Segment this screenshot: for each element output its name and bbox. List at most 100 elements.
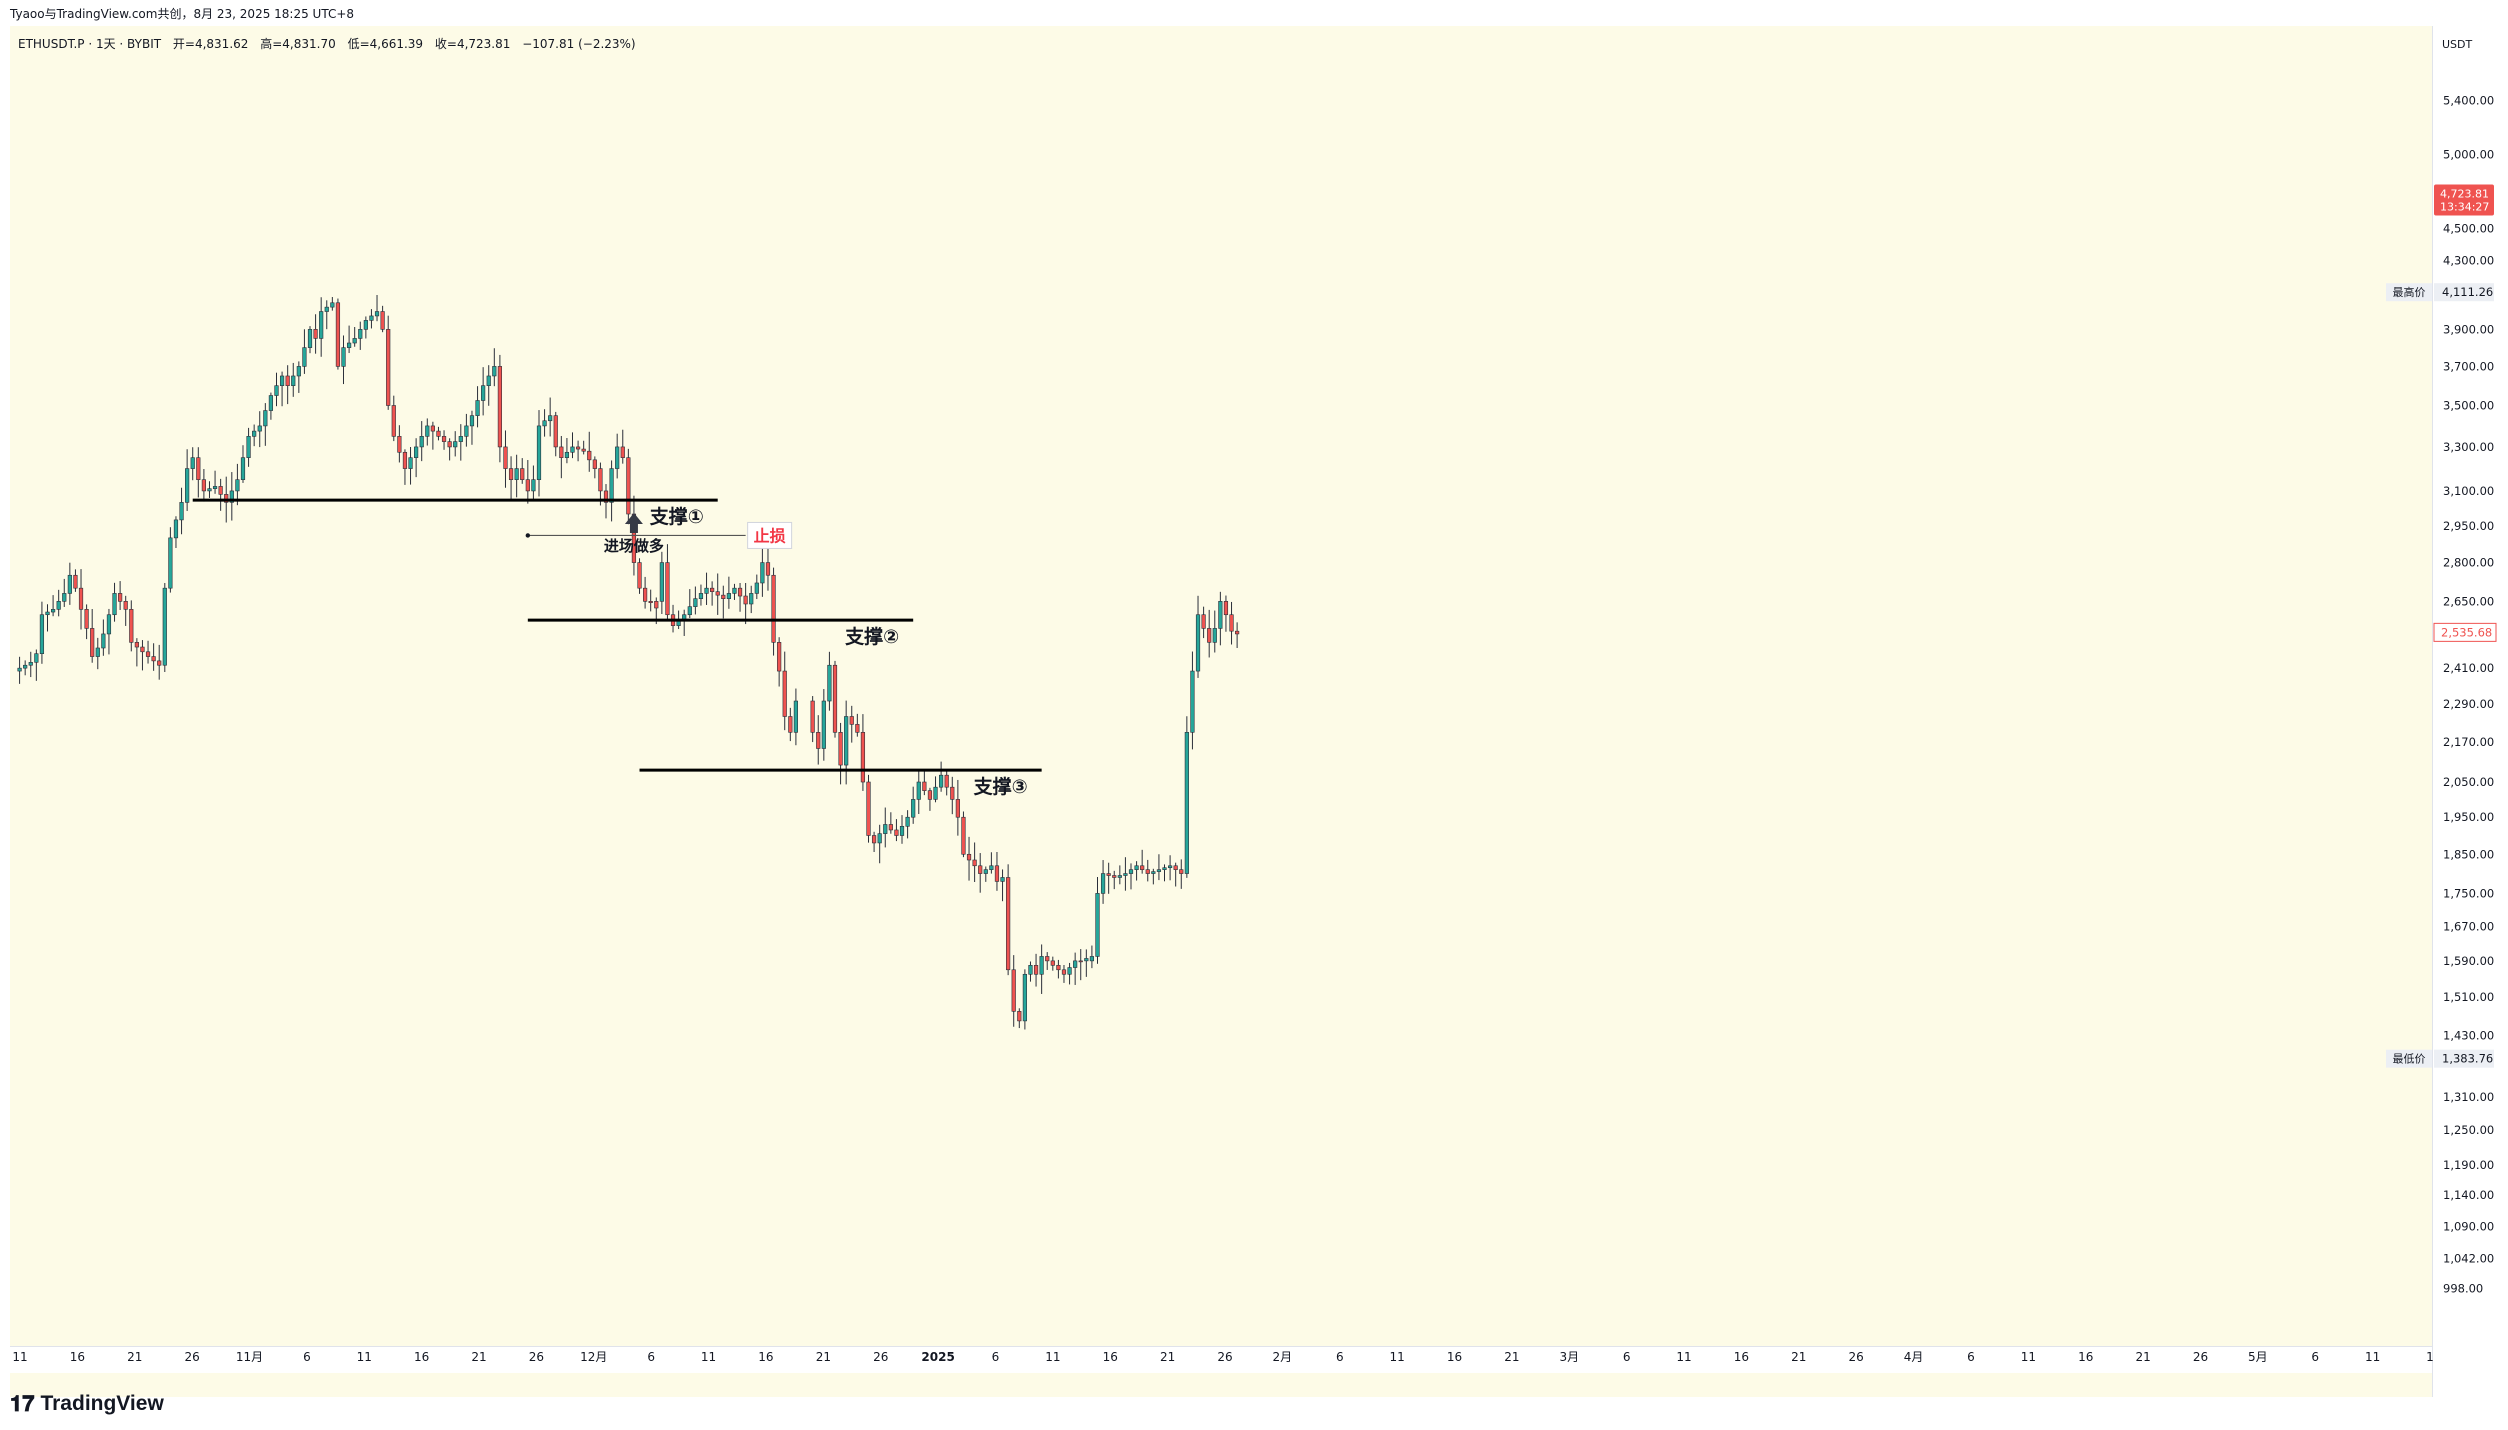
candle-body	[257, 425, 262, 432]
candle-down	[145, 640, 151, 664]
tradingview-footer[interactable]: 𝟏𝟕 TradingView	[10, 1386, 164, 1422]
candle-up	[905, 810, 910, 839]
candle-down	[285, 365, 290, 405]
candle-body	[196, 457, 201, 480]
y-tick-label: 2,650.00	[2443, 594, 2494, 608]
x-tick-label: 3月	[1559, 1350, 1579, 1364]
candle-body	[659, 562, 664, 602]
candle-body	[793, 700, 798, 733]
candle-down	[402, 449, 408, 485]
candle-up	[207, 481, 212, 498]
share-header: Tyaoo与TradingView.com共创，8月 23, 2025 18:2…	[10, 7, 355, 21]
x-tick-label: 11	[2021, 1350, 2036, 1364]
candle-down	[391, 395, 396, 442]
candle-body	[603, 490, 609, 503]
candle-body	[201, 479, 206, 492]
candle-down	[592, 456, 597, 479]
candle-up	[252, 424, 257, 447]
candle-down	[771, 567, 776, 656]
candle-up	[324, 300, 329, 330]
candle-body	[732, 587, 737, 594]
candle-down	[123, 595, 128, 626]
candle-up	[1167, 855, 1173, 881]
candle-body	[788, 716, 793, 733]
candle-down	[1006, 864, 1011, 976]
candle-up	[821, 689, 826, 761]
candle-body	[1095, 893, 1100, 957]
candle-body	[508, 468, 514, 480]
highest-price-tag: 最高价	[2393, 285, 2426, 299]
y-tick-label: 1,950.00	[2443, 810, 2494, 824]
candle-body	[23, 664, 28, 669]
candle-body	[240, 457, 246, 480]
candle-body	[62, 593, 67, 602]
x-tick-label: 11	[1676, 1350, 1691, 1364]
chart-plot-area[interactable]	[10, 26, 2432, 1397]
candle-body	[1207, 628, 1212, 643]
candle-up	[983, 866, 988, 882]
candle-down	[888, 812, 893, 834]
candle-body	[330, 302, 335, 308]
candle-body	[961, 816, 966, 855]
candle-down	[78, 569, 84, 630]
legend-symbol[interactable]: ETHUSDT.P · 1天 · BYBIT	[18, 37, 162, 51]
candle-up	[754, 574, 759, 600]
candle-body	[1195, 614, 1201, 672]
candle-body	[224, 494, 229, 503]
y-tick-label: 1,750.00	[2443, 886, 2494, 900]
x-tick-label: 16	[758, 1350, 773, 1364]
candle-down	[1140, 849, 1145, 874]
candle-down	[765, 546, 771, 591]
candle-body	[313, 329, 318, 339]
x-tick-label: 21	[1791, 1350, 1806, 1364]
candle-body	[90, 628, 95, 657]
candle-body	[1145, 869, 1150, 874]
x-tick-label: 11月	[236, 1350, 263, 1364]
candle-up	[319, 297, 324, 357]
candle-up	[162, 582, 167, 673]
lowest-price-value: 1,383.76	[2442, 1052, 2493, 1066]
x-tick-label: 6	[1623, 1350, 1631, 1364]
candle-down	[922, 770, 927, 796]
candle-body	[56, 601, 61, 610]
candle-body	[726, 593, 731, 599]
candle-body	[1045, 956, 1050, 962]
price-axis-labels: USDT 5,400.00 5,000.00 4,500.00 4,300.00 3,90…	[2386, 38, 2497, 1296]
candle-up	[827, 651, 832, 711]
candle-body	[157, 660, 162, 666]
candle-body	[1061, 969, 1067, 975]
candle-body	[1022, 973, 1027, 1022]
candle-body	[844, 716, 849, 766]
candle-body	[687, 606, 692, 616]
x-tick-label: 6	[303, 1350, 311, 1364]
candle-up	[50, 595, 56, 617]
candle-body	[1067, 967, 1072, 975]
candle-body	[553, 415, 558, 448]
candle-down	[1061, 964, 1067, 983]
lowest-price-tag: 最低价	[2393, 1053, 2426, 1066]
y-tick-label: 4,300.00	[2443, 254, 2494, 268]
candle-body	[1017, 1011, 1022, 1022]
candle-body	[939, 774, 944, 788]
candle-down	[777, 637, 782, 687]
candle-down	[927, 787, 933, 811]
candle-up	[659, 551, 664, 614]
candle-down	[715, 573, 720, 615]
candle-body	[871, 835, 877, 844]
time-axis[interactable]	[10, 1346, 2432, 1373]
candle-up	[749, 585, 754, 614]
price-axis[interactable]	[2432, 26, 2508, 1397]
candle-up	[419, 421, 424, 462]
candle-down	[670, 604, 676, 633]
candle-down	[118, 581, 123, 611]
candle-body	[246, 436, 251, 458]
candle-body	[883, 824, 888, 834]
stop-loss-anchor	[525, 533, 531, 538]
candle-body	[497, 366, 502, 448]
candle-body	[469, 415, 475, 427]
candle-up	[39, 601, 45, 664]
y-tick-label: 5,000.00	[2443, 147, 2494, 161]
candle-down	[866, 774, 871, 843]
candle-down	[894, 819, 899, 842]
candle-up	[1073, 952, 1078, 985]
